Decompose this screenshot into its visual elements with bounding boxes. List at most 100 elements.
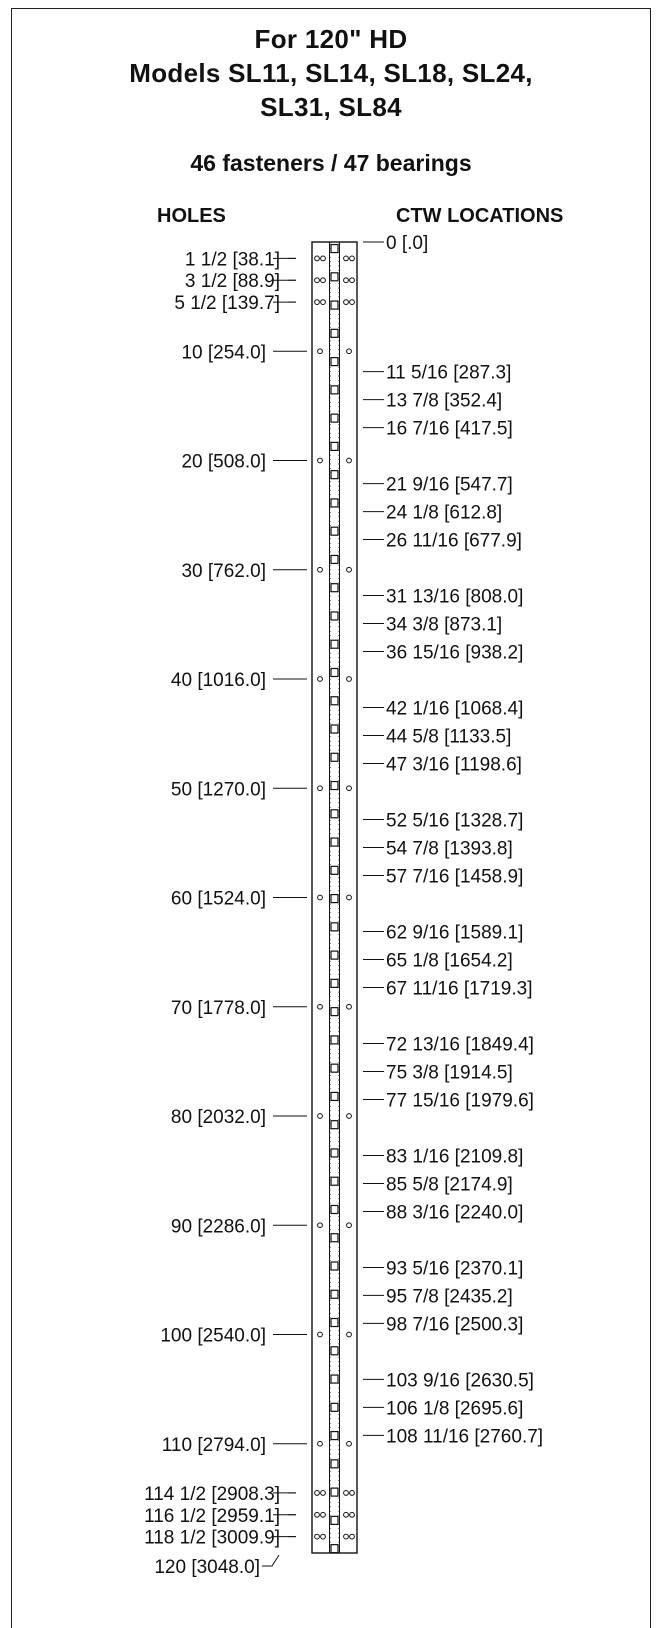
hole-label: 70 [1778.0] [171, 998, 266, 1019]
hole-mark [346, 1222, 352, 1229]
ctw-label: 67 11/16 [1719.3] [386, 978, 533, 999]
bearing-mark [330, 1261, 339, 1271]
bearing-mark [330, 978, 339, 988]
hole-mark [317, 1003, 323, 1010]
hole-label: 118 1/2 [3009.9] [144, 1528, 280, 1549]
hole-label: 90 [2286.0] [171, 1216, 266, 1237]
bearing-mark [330, 752, 339, 762]
hole-label: 110 [2794.0] [162, 1435, 266, 1456]
bearing-mark [330, 696, 339, 706]
hole-mark [349, 1490, 355, 1496]
bearing-mark [330, 300, 339, 310]
bearing-mark [330, 1035, 339, 1045]
bearing-mark [330, 639, 339, 649]
end-label: 120 [3048.0] [154, 1557, 260, 1578]
hole-label: 30 [762.0] [181, 561, 266, 582]
bearing-mark [330, 1430, 339, 1441]
bearing-mark [330, 328, 339, 338]
ctw-label: 75 3/8 [1914.5] [386, 1062, 513, 1083]
bearing-mark [330, 950, 339, 960]
end-leader [262, 1554, 280, 1567]
hole-mark [317, 1113, 323, 1119]
bearing-mark [330, 1459, 339, 1469]
title-line-1: For 120" HD [254, 24, 408, 54]
bearing-mark [330, 1176, 339, 1186]
hole-label: 3 1/2 [88.9] [185, 271, 280, 292]
ctw-label: 88 3/16 [2240.0] [386, 1202, 523, 1223]
ctw-header: CTW LOCATIONS [396, 205, 564, 227]
hole-mark [314, 277, 320, 284]
ctw-label: 42 1/16 [1068.4] [386, 699, 523, 720]
bearing-mark [330, 1515, 339, 1525]
ctw-label: 93 5/16 [2370.1] [386, 1258, 523, 1279]
bearing-mark [330, 583, 339, 593]
hole-mark [317, 1222, 323, 1229]
bearing-mark [330, 837, 339, 847]
hole-mark [320, 1490, 326, 1496]
ctw-label: 62 9/16 [1589.1] [386, 922, 523, 943]
bearing-mark [330, 526, 339, 536]
hole-label: 100 [2540.0] [160, 1326, 266, 1347]
hole-mark [314, 1511, 320, 1518]
hole-mark [349, 255, 355, 262]
bearing-mark [330, 357, 339, 367]
hole-mark [314, 1533, 320, 1540]
bearing-mark [330, 413, 339, 423]
hole-mark [343, 1533, 349, 1540]
ctw-label: 31 13/16 [808.0] [386, 587, 523, 608]
bearing-mark [330, 1402, 339, 1412]
ctw-label: 13 7/8 [352.4] [386, 391, 502, 412]
hole-mark [346, 894, 352, 901]
ctw-label: 95 7/8 [2435.2] [386, 1286, 513, 1307]
bearing-mark [330, 667, 339, 678]
hole-mark [343, 1490, 349, 1496]
hole-mark [346, 1113, 352, 1119]
bearing-mark [330, 865, 339, 875]
hole-mark [346, 1003, 352, 1010]
hole-mark [317, 348, 323, 355]
ctw-label: 26 11/16 [677.9] [386, 531, 522, 552]
ctw-label: 54 7/8 [1393.8] [386, 839, 513, 860]
bearing-mark [330, 441, 339, 451]
hole-mark [320, 1533, 326, 1540]
ctw-label: 36 15/16 [938.2] [386, 643, 523, 664]
bearing-mark [330, 1289, 339, 1299]
hole-mark [346, 457, 352, 464]
ctw-label: 0 [.0] [386, 233, 428, 254]
hole-label: 1 1/2 [38.1] [185, 249, 280, 270]
title-line-3: SL31, SL84 [260, 92, 402, 122]
ctw-label: 21 9/16 [547.7] [386, 475, 513, 496]
bearing-mark [330, 1091, 339, 1102]
hole-label: 40 [1016.0] [171, 670, 266, 691]
bearing-mark [330, 1204, 339, 1215]
bearing-mark [330, 780, 339, 791]
hole-mark [349, 299, 355, 305]
hole-mark [349, 1511, 355, 1518]
hole-mark [349, 1533, 355, 1540]
bearing-mark [330, 498, 339, 508]
bearing-mark [330, 893, 339, 904]
holes-header: HOLES [157, 205, 226, 227]
bearing-mark [330, 1120, 339, 1130]
ctw-label: 52 5/16 [1328.7] [386, 811, 523, 832]
ctw-label: 65 1/8 [1654.2] [386, 950, 513, 971]
hole-mark [314, 299, 320, 305]
title-line-2: Models SL11, SL14, SL18, SL24, [129, 58, 533, 88]
hole-mark [317, 566, 323, 573]
hole-mark [317, 676, 323, 682]
bearing-mark [330, 385, 339, 395]
bearing-mark [330, 1148, 339, 1158]
ctw-label: 11 5/16 [287.3] [386, 363, 511, 384]
bearing-mark [330, 470, 339, 480]
hole-mark [314, 255, 320, 262]
hole-mark [320, 1511, 326, 1518]
hole-label: 80 [2032.0] [171, 1107, 266, 1128]
bearing-mark [330, 922, 339, 932]
ctw-label: 34 3/8 [873.1] [386, 615, 502, 636]
hole-label: 50 [1270.0] [171, 779, 266, 800]
hole-mark [343, 1511, 349, 1518]
ctw-label: 85 5/8 [2174.9] [386, 1174, 513, 1195]
bearing-mark [330, 1007, 339, 1017]
ctw-label: 108 11/16 [2760.7] [386, 1426, 543, 1447]
hole-mark [343, 277, 349, 284]
